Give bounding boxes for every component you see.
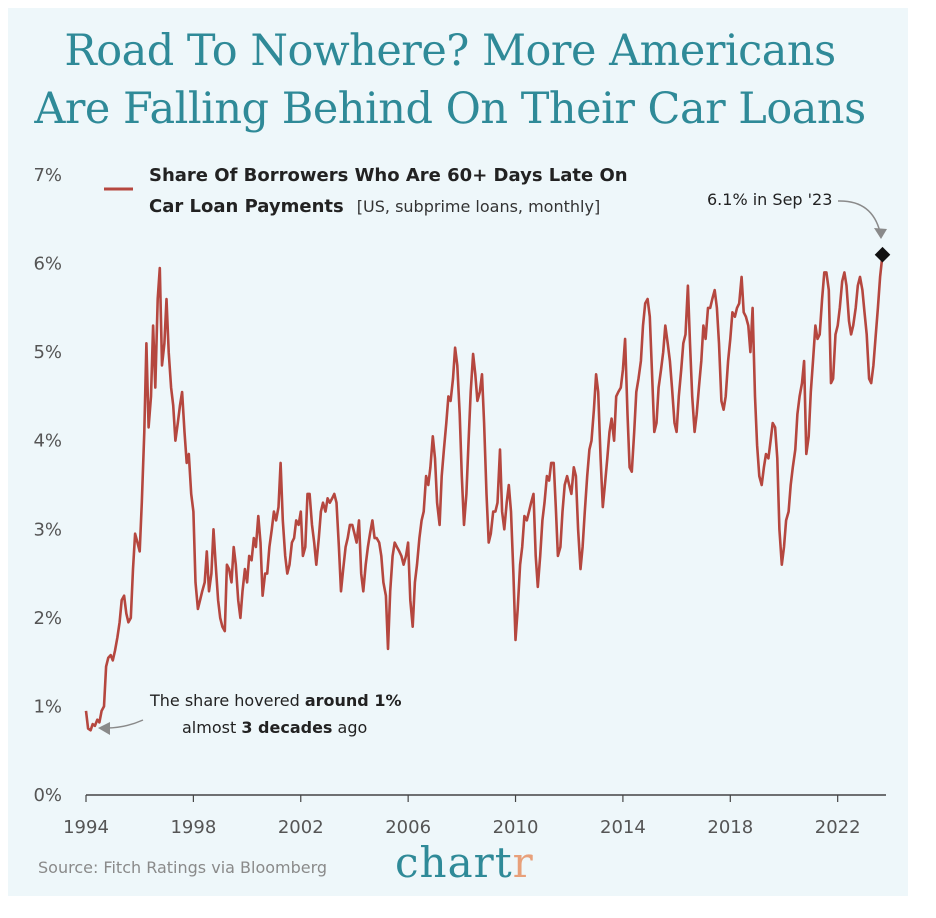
- annotation-history-arrowhead: [98, 722, 110, 735]
- legend-label-rest: [US, subprime loans, monthly]: [357, 197, 600, 216]
- y-tick-label: 2%: [33, 608, 62, 629]
- annotation-history-text-e: ago: [338, 718, 368, 737]
- annotation-latest-arrowhead: [874, 228, 887, 239]
- y-tick-label: 1%: [33, 696, 62, 717]
- latest-point-marker: [874, 246, 891, 263]
- x-tick-label: 2014: [600, 817, 646, 838]
- source-note: Source: Fitch Ratings via Bloomberg: [38, 858, 328, 877]
- x-tick-label: 2002: [278, 817, 324, 838]
- annotation-history-text-b: around 1%: [305, 691, 402, 710]
- legend-label-bold: Car Loan Payments: [149, 196, 344, 217]
- annotation-history: The share hovered around 1% almost 3 dec…: [98, 691, 402, 737]
- y-tick-label: 6%: [33, 254, 62, 275]
- x-tick-label: 2022: [815, 817, 861, 838]
- y-tick-label: 3%: [33, 519, 62, 540]
- x-tick-label: 1998: [170, 817, 216, 838]
- annotation-history-text-d: 3 decades: [241, 718, 332, 737]
- chart-title-line-1: Road To Nowhere? More Americans: [64, 26, 836, 76]
- y-tick-label: 4%: [33, 431, 62, 452]
- annotation-history-text-a: The share hovered: [149, 691, 305, 710]
- annotation-history-arrow: [106, 719, 144, 729]
- x-tick-label: 2006: [385, 817, 431, 838]
- annotation-history-text-c: almost: [182, 718, 241, 737]
- brand-logo-main: chart: [395, 838, 513, 887]
- y-tick-label: 0%: [33, 785, 62, 806]
- series-line: [84, 254, 884, 732]
- brand-logo-accent: r: [512, 838, 534, 887]
- brand-logo: chartr: [395, 838, 534, 887]
- y-tick-label: 5%: [33, 342, 62, 363]
- x-tick-label: 1994: [63, 817, 109, 838]
- legend-label-line-1: Share Of Borrowers Who Are 60+ Days Late…: [149, 165, 628, 186]
- annotation-history-line-2: almost 3 decades ago: [182, 718, 367, 737]
- x-tick-label: 2010: [493, 817, 539, 838]
- annotation-history-line-1: The share hovered around 1%: [149, 691, 402, 710]
- y-tick-label: 7%: [33, 165, 62, 186]
- x-tick-label: 2018: [707, 817, 753, 838]
- x-axis-ticks: 1994 1998 2002 2006 2010 2014 2018 2022: [63, 795, 861, 838]
- annotation-latest: 6.1% in Sep '23: [707, 190, 891, 263]
- legend-label-line-2: Car Loan Payments [US, subprime loans, m…: [149, 196, 600, 217]
- legend: Share Of Borrowers Who Are 60+ Days Late…: [104, 165, 628, 217]
- chart-title-line-2: Are Falling Behind On Their Car Loans: [34, 84, 866, 134]
- annotation-latest-text: 6.1% in Sep '23: [707, 190, 832, 209]
- y-axis-ticks: 0% 1% 2% 3% 4% 5% 6% 7%: [33, 165, 62, 806]
- annotation-latest-arrow: [837, 200, 881, 233]
